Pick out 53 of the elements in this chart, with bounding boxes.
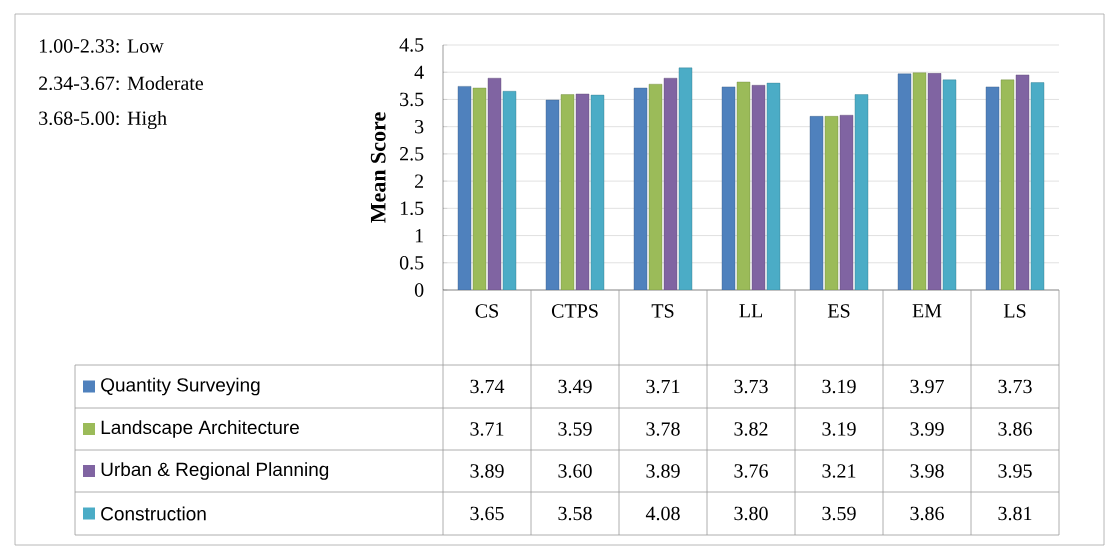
data-label: 3.78 bbox=[646, 422, 680, 436]
text: 2.34-3.67: Moderate bbox=[39, 75, 204, 91]
x-tick-label: ES bbox=[827, 304, 850, 318]
x-tick-label: LL bbox=[739, 304, 763, 318]
y-tick-label: 1 bbox=[415, 228, 423, 243]
data-label: 3.21 bbox=[822, 464, 856, 478]
data-label: 3.99 bbox=[910, 422, 944, 436]
y-tick-label: 2 bbox=[415, 174, 424, 188]
legend-label: Landscape Architecture bbox=[101, 420, 299, 438]
data-label: 3.74 bbox=[470, 379, 505, 394]
data-label: 3.86 bbox=[910, 506, 944, 521]
data-label: 3.19 bbox=[822, 379, 856, 394]
data-label: 3.58 bbox=[558, 506, 592, 521]
data-label: 4.08 bbox=[645, 506, 680, 521]
text: 3.68-5.00: High bbox=[39, 110, 167, 130]
y-tick-label: 4.5 bbox=[399, 38, 424, 52]
y-tick-label: 0 bbox=[414, 283, 424, 297]
data-label: 3.49 bbox=[558, 379, 592, 394]
data-label: 3.80 bbox=[734, 506, 768, 521]
legend-label: Quantity Surveying bbox=[101, 377, 260, 396]
data-label: 3.86 bbox=[998, 422, 1032, 436]
data-label: 3.81 bbox=[998, 506, 1032, 521]
data-label: 3.95 bbox=[998, 464, 1032, 478]
data-label: 3.97 bbox=[910, 379, 944, 394]
data-label: 3.73 bbox=[734, 379, 768, 394]
x-tick-label: CTPS bbox=[551, 304, 598, 318]
y-tick-label: 4 bbox=[414, 65, 424, 79]
y-tick-label: 3.5 bbox=[400, 92, 424, 107]
text: 1.00-2.33: Low bbox=[39, 39, 164, 53]
data-label: 3.73 bbox=[998, 379, 1032, 394]
legend-label: Construction bbox=[101, 506, 206, 521]
data-label: 3.60 bbox=[558, 464, 592, 478]
data-label: 3.89 bbox=[470, 464, 504, 478]
data-label: 3.76 bbox=[734, 464, 768, 478]
y-tick-label: 0.5 bbox=[399, 255, 424, 270]
data-label: 3.59 bbox=[822, 506, 856, 521]
y-tick-label: 1.5 bbox=[400, 201, 424, 216]
data-label: 3.82 bbox=[734, 422, 768, 436]
x-tick-label: EM bbox=[912, 304, 942, 318]
x-tick-label: TS bbox=[651, 304, 674, 318]
data-label: 3.89 bbox=[646, 464, 680, 478]
data-label: 3.65 bbox=[470, 506, 504, 521]
y-tick-label: 2.5 bbox=[400, 147, 424, 161]
x-tick-label: CS bbox=[475, 304, 499, 318]
data-label: 3.71 bbox=[646, 379, 680, 394]
data-label: 3.59 bbox=[558, 422, 592, 436]
data-label: 3.98 bbox=[910, 464, 944, 478]
x-tick-label: LS bbox=[1003, 304, 1026, 318]
y-axis-title: Mean Score bbox=[370, 112, 386, 223]
data-label: 3.71 bbox=[470, 422, 504, 436]
data-label: 3.19 bbox=[822, 422, 856, 436]
y-tick-label: 3 bbox=[415, 119, 424, 134]
legend-label: Urban & Regional Planning bbox=[101, 462, 329, 480]
